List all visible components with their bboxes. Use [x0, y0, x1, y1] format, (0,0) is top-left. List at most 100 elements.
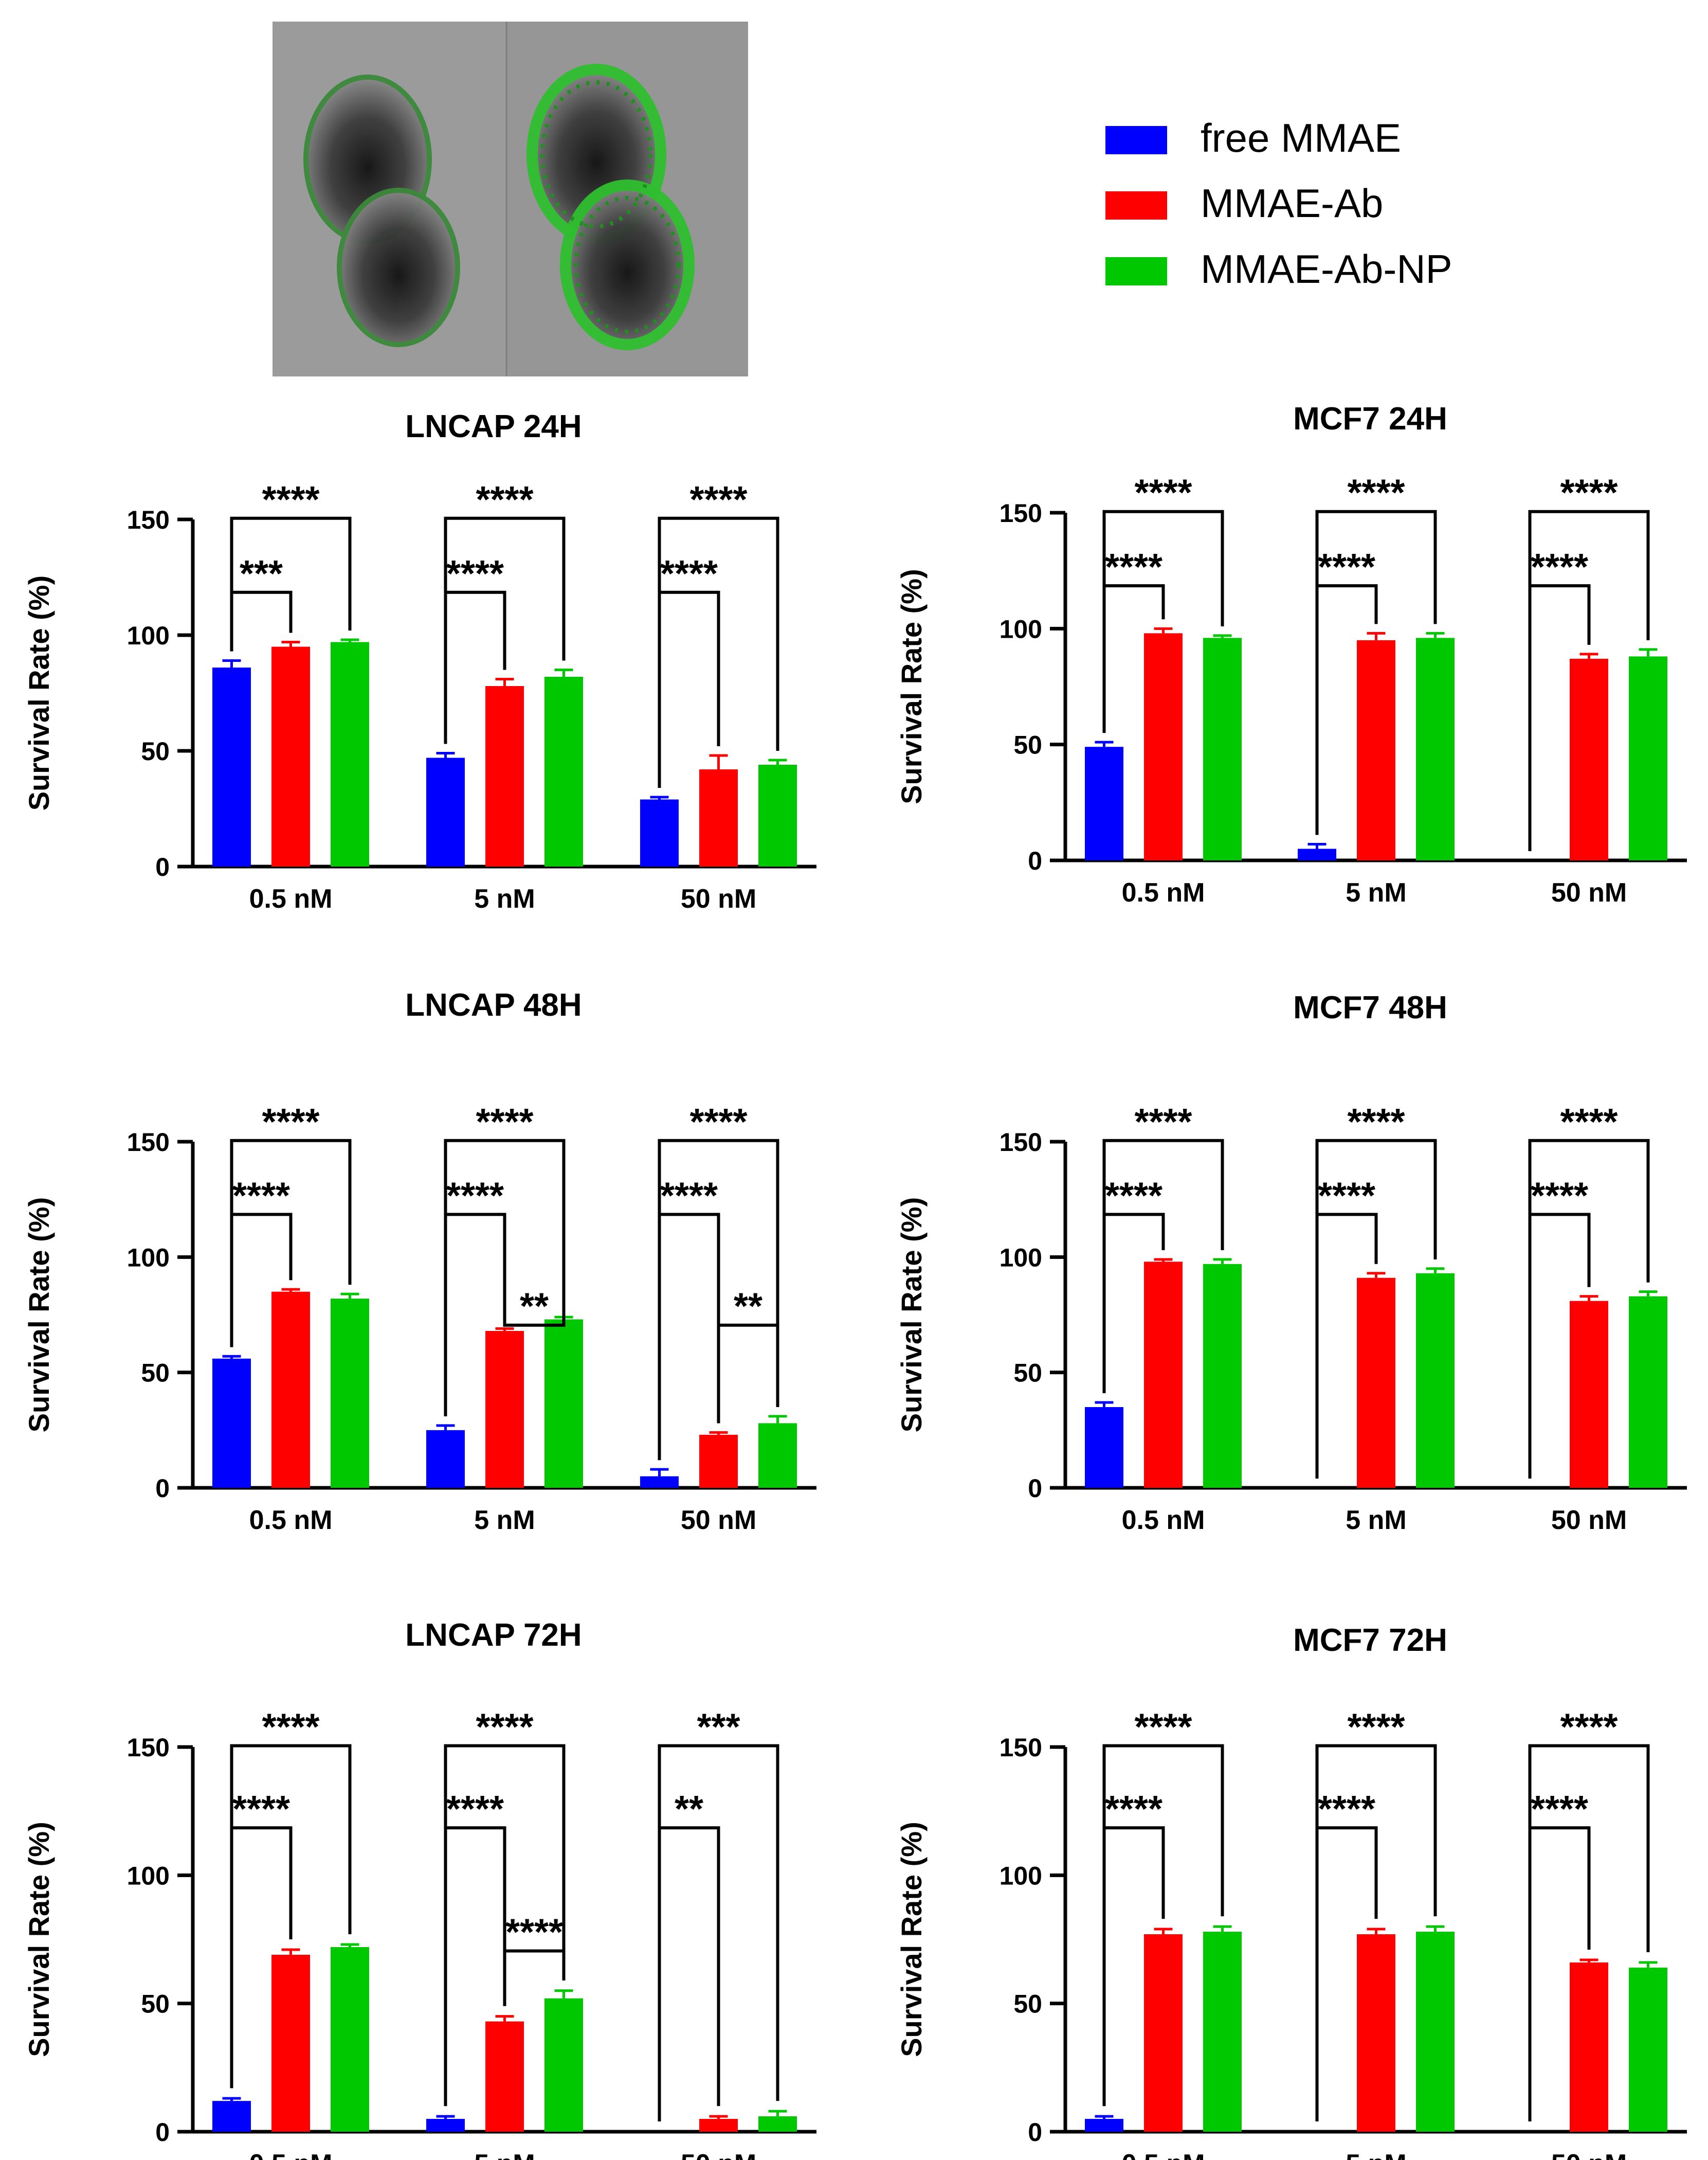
y-tick-label: 150 [1000, 499, 1042, 528]
significance-bracket-5nm [503, 1308, 566, 1327]
y-tick-label: 0 [1028, 847, 1042, 875]
x-tick-label-5nm: 5 nM [474, 2149, 535, 2160]
significance-label-5nm: **** [476, 1707, 533, 1748]
y-tick-label: 50 [141, 1359, 170, 1388]
y-tick-label: 100 [127, 621, 170, 650]
bar-mmae-ab-np-5nm [1416, 1273, 1455, 1488]
y-tick-label: 150 [1000, 1733, 1042, 1762]
bar-mmae-ab-0-5nm [1144, 1934, 1183, 2132]
bar-mmae-ab-5nm [1357, 1277, 1395, 1488]
significance-label-0-5nm: **** [1134, 473, 1192, 514]
significance-label-50nm: **** [689, 479, 747, 520]
y-tick-label: 150 [1000, 1128, 1042, 1157]
bar-free-mmae-50nm [640, 1476, 679, 1488]
bar-mmae-ab-50nm [699, 769, 738, 867]
y-axis-label: Survival Rate (%) [895, 569, 928, 804]
significance-bracket-50nm [1528, 584, 1591, 851]
x-tick-label-5nm: 5 nM [1346, 2149, 1406, 2160]
chart-title: MCF7 72H [1293, 1623, 1447, 1658]
significance-label-5nm: **** [1318, 547, 1375, 588]
significance-bracket-0-5nm [230, 1213, 293, 1347]
significance-label-50nm: ** [734, 1286, 762, 1327]
significance-bracket-50nm [658, 1826, 720, 2122]
x-tick-label-50nm: 50 nM [1551, 2149, 1627, 2160]
legend-item-mmae-ab-np: MMAE-Ab-NP [1105, 246, 1452, 292]
significance-bracket-0-5nm [1102, 1213, 1165, 1394]
significance-bracket-0-5nm [230, 1826, 293, 2089]
significance-bracket-50nm [658, 1213, 720, 1461]
bar-mmae-ab-np-0-5nm [1203, 1932, 1242, 2132]
bar-mmae-ab-np-5nm [1416, 638, 1455, 860]
significance-label-50nm: **** [1531, 1175, 1588, 1216]
significance-label-0-5nm: **** [232, 1175, 290, 1216]
significance-label-50nm: ** [675, 1789, 703, 1830]
significance-bracket-5nm [1315, 1826, 1378, 2122]
y-tick-label: 50 [1013, 731, 1042, 760]
y-tick-label: 0 [1028, 1474, 1042, 1503]
bar-mmae-ab-np-0-5nm [1203, 638, 1242, 860]
significance-bracket-0-5nm [230, 516, 352, 652]
bar-mmae-ab-np-0-5nm [331, 1947, 369, 2132]
y-tick-label: 100 [127, 1243, 170, 1272]
bar-mmae-ab-0-5nm [271, 646, 310, 867]
bar-mmae-ab-50nm [1570, 658, 1608, 860]
significance-label-5nm: **** [476, 479, 533, 520]
x-tick-label-50nm: 50 nM [681, 884, 756, 914]
significance-label-5nm: **** [505, 1912, 563, 1953]
bar-free-mmae-0-5nm [1085, 1407, 1123, 1488]
significance-label-5nm: **** [1347, 1707, 1405, 1748]
significance-label-5nm: **** [1347, 473, 1405, 514]
x-tick-label-5nm: 5 nM [474, 1505, 535, 1535]
legend-item-mmae-ab: MMAE-Ab [1105, 181, 1383, 226]
legend-swatch-free-mmae [1105, 126, 1167, 154]
chart-title: LNCAP 24H [405, 409, 582, 444]
y-tick-label: 100 [1000, 1861, 1042, 1890]
bar-mmae-ab-5nm [485, 686, 524, 867]
significance-bracket-50nm [1528, 1826, 1591, 2122]
bar-free-mmae-0-5nm [1085, 747, 1123, 860]
chart-title: MCF7 48H [1293, 990, 1447, 1025]
x-tick-label-5nm: 5 nM [1346, 1505, 1406, 1535]
y-tick-label: 50 [141, 737, 170, 766]
legend-swatch-mmae-ab-np [1105, 257, 1167, 285]
x-tick-label-0-5nm: 0.5 nM [249, 1505, 333, 1535]
y-tick-label: 150 [127, 1733, 170, 1762]
bar-mmae-ab-np-0-5nm [331, 642, 369, 867]
significance-label-50nm: **** [1560, 1102, 1618, 1143]
bar-mmae-ab-0-5nm [1144, 1262, 1183, 1488]
x-tick-label-0-5nm: 0.5 nM [1122, 878, 1205, 908]
significance-label-50nm: **** [1531, 1789, 1588, 1830]
x-tick-label-50nm: 50 nM [681, 2149, 756, 2160]
bar-mmae-ab-50nm [699, 2119, 738, 2132]
significance-label-0-5nm: **** [1105, 1175, 1162, 1216]
y-tick-label: 100 [1000, 615, 1042, 643]
significance-label-50nm: **** [660, 553, 718, 595]
chart-mcf7-48h: MCF7 48H Survival Rate (%) 0 50 100 150 0.5 nM… [895, 990, 1687, 1535]
bar-mmae-ab-0-5nm [271, 1954, 310, 2132]
y-tick-label: 100 [127, 1861, 170, 1890]
legend: free MMAE MMAE-Ab MMAE-Ab-NP [1105, 115, 1452, 292]
legend-label-mmae-ab-np: MMAE-Ab-NP [1201, 246, 1452, 292]
significance-label-5nm: **** [1347, 1102, 1405, 1143]
y-tick-label: 50 [1013, 1990, 1042, 2019]
significance-bracket-0-5nm [1102, 584, 1165, 733]
y-axis-label: Survival Rate (%) [895, 1197, 928, 1433]
significance-label-5nm: **** [446, 1789, 504, 1830]
significance-label-0-5nm: **** [262, 1707, 319, 1748]
y-axis-label: Survival Rate (%) [23, 1822, 55, 2057]
bar-free-mmae-5nm [426, 2119, 465, 2132]
significance-bracket-5nm [444, 590, 506, 744]
y-tick-label: 50 [1013, 1359, 1042, 1388]
bar-mmae-ab-5nm [485, 2021, 524, 2132]
significance-label-50nm: *** [697, 1707, 740, 1748]
bar-mmae-ab-np-50nm [758, 1423, 797, 1488]
bar-mmae-ab-np-0-5nm [331, 1299, 369, 1488]
chart-lncap-48h: LNCAP 48H Survival Rate (%) 0 50 100 150 0.5 n… [23, 987, 816, 1535]
bar-mmae-ab-np-50nm [758, 765, 797, 867]
significance-bracket-50nm [717, 1323, 779, 1424]
bar-mmae-ab-np-50nm [758, 2116, 797, 2132]
chart-title: LNCAP 48H [405, 987, 582, 1023]
x-tick-label-50nm: 50 nM [1551, 1505, 1627, 1535]
micrograph-left-cell [303, 75, 460, 347]
significance-label-5nm: **** [476, 1102, 533, 1143]
